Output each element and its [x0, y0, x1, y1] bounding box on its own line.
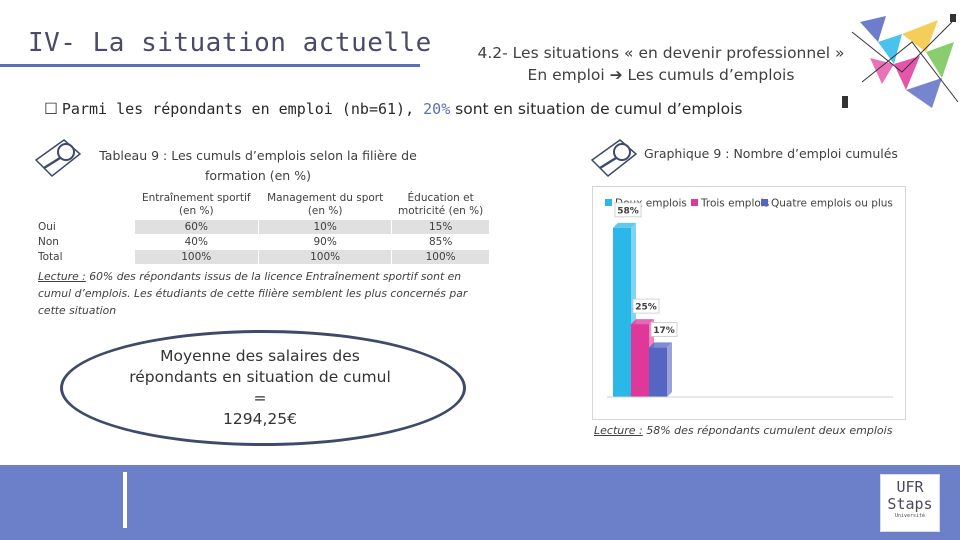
graph-9-caption: Graphique 9 : Nombre d’emploi cumulés — [644, 146, 898, 161]
table-header-management: Management du sport (en %) — [267, 192, 384, 217]
table-9-caption-line-1: Tableau 9 : Les cumuls d’emplois selon l… — [99, 148, 417, 163]
title-underline — [0, 64, 420, 67]
logo-line-1: UFR — [896, 478, 924, 496]
legend-swatch — [761, 199, 768, 206]
lecture-label: Lecture : — [594, 424, 643, 437]
lecture-label: Lecture : — [38, 270, 86, 283]
table-cell: 15% — [391, 219, 490, 235]
table-row-label: Non — [38, 236, 59, 248]
table-9-caption-line-2: formation (en %) — [205, 168, 311, 183]
legend-swatch — [691, 199, 698, 206]
intro-text-b: sont en situation de cumul d’emplois — [450, 100, 743, 118]
table-9-caption: Tableau 9 : Les cumuls d’emplois selon l… — [88, 146, 428, 186]
bar-side — [667, 342, 672, 397]
data-label-box — [614, 202, 642, 218]
magnifier-icon — [34, 139, 82, 178]
average-salary: Moyenne des salaires des répondants en s… — [100, 346, 420, 430]
lecture-text: 58% des répondants cumulent deux emplois — [642, 424, 893, 437]
table-cell: 10% — [258, 219, 393, 235]
intro-statement: ☐ Parmi les répondants en emploi (nb=61),… — [44, 100, 742, 118]
average-salary-equals: = — [253, 389, 267, 407]
intro-percent: 20% — [423, 100, 451, 118]
table-row-label: Total — [38, 251, 63, 263]
salary-ellipse — [60, 330, 466, 446]
section-subtitle: 4.2- Les situations « en devenir profess… — [466, 42, 856, 86]
data-label: 25% — [635, 303, 657, 313]
bar — [649, 347, 667, 397]
table-cell: 60% — [133, 219, 260, 235]
table-9-lecture: Lecture : 60% des répondants issus de la… — [38, 268, 488, 319]
table-row-non: Non 40% 90% 85% — [38, 234, 490, 250]
subtitle-en-emploi: En emploi — [527, 66, 605, 84]
table-cell: 100% — [391, 249, 490, 265]
magnifier-icon — [590, 139, 638, 178]
table-cell: 85% — [391, 234, 490, 250]
table-header-education: Éducation et motricité (en %) — [398, 192, 484, 217]
data-label-box — [650, 322, 678, 337]
table-header-empty — [38, 191, 134, 220]
table-cell: 40% — [134, 234, 259, 250]
bar-top — [649, 342, 672, 348]
table-header-entrainement: Entraînement sportif (en %) — [141, 192, 251, 217]
bar — [613, 227, 631, 397]
data-label: 17% — [653, 326, 675, 336]
lecture-text: 60% des répondants issus de la licence E… — [38, 270, 468, 317]
checkbox-bullet-icon: ☐ — [44, 100, 58, 118]
average-salary-line-1: Moyenne des salaires des — [160, 347, 360, 365]
page-title: IV- La situation actuelle — [28, 28, 432, 58]
subtitle-line-1: 4.2- Les situations « en devenir profess… — [477, 44, 845, 62]
legend-label: Trois emplois — [700, 198, 769, 210]
table-cell: 100% — [258, 249, 393, 265]
table-cell: 90% — [258, 234, 392, 250]
graph-9-lecture: Lecture : 58% des répondants cumulent de… — [594, 424, 892, 437]
subtitle-line-2: En emploi ➔ Les cumuls d’emplois — [466, 64, 856, 86]
table-cell: 100% — [133, 249, 260, 265]
footer-divider — [123, 472, 127, 528]
data-label-box — [632, 298, 660, 314]
footer-band — [0, 465, 960, 540]
logo-line-2: Staps — [887, 495, 933, 513]
subtitle-cumuls: Les cumuls d’emplois — [627, 66, 795, 84]
table-row-label: Oui — [38, 221, 56, 233]
intro-text-a: Parmi les répondants en emploi (nb=61), — [61, 100, 424, 118]
decorative-geometric-icon — [842, 14, 959, 108]
table-cumul-emplois: Entraînement sportif (en %) Management du… — [38, 191, 490, 265]
legend-label: Quatre emplois ou plus — [771, 198, 893, 210]
table-row-oui: Oui 60% 10% 15% — [38, 219, 490, 235]
bar-top — [631, 319, 654, 325]
arrow-right-icon: ➔ — [609, 66, 623, 84]
data-label: 58% — [617, 206, 639, 216]
bar — [631, 324, 649, 397]
chart-frame: Deux emplois Trois emplois Quatre emplois … — [592, 186, 906, 420]
bar-chart: Deux emplois Trois emplois Quatre emplois … — [605, 198, 893, 398]
bar-top — [613, 222, 636, 228]
logo-line-3: Université — [894, 513, 926, 519]
average-salary-value: 1294,25€ — [223, 410, 297, 428]
table-header-row: Entraînement sportif (en %) Management du… — [38, 191, 490, 220]
ufr-staps-logo: UFR Staps Université — [880, 474, 940, 532]
legend-swatch — [605, 199, 612, 206]
table-row-total: Total 100% 100% 100% — [38, 249, 490, 265]
average-salary-line-2: répondants en situation de cumul — [129, 368, 391, 386]
